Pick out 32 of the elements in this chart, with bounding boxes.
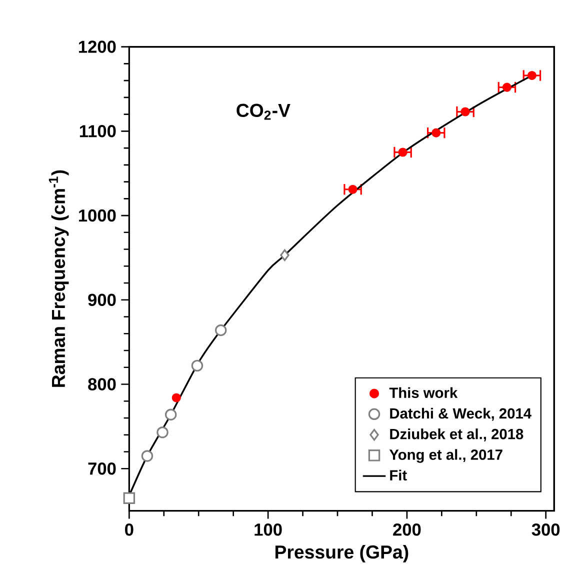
point <box>280 249 290 262</box>
point <box>460 107 470 116</box>
y-axis-title: Raman Frequency (cm$^{-1}$) <box>48 170 69 387</box>
legend-label: Dziubek et al., 2018 <box>390 428 524 442</box>
legend-label: Datchi & Weck, 2014 <box>390 408 532 421</box>
x-tick-label: 200 <box>393 523 421 536</box>
x-axis-title: Pressure (GPa) <box>275 544 408 562</box>
point <box>123 492 136 504</box>
point <box>398 148 408 157</box>
point <box>348 184 358 194</box>
point <box>172 393 181 402</box>
y-tick-label: 1100 <box>80 125 116 138</box>
x-tick-label: 300 <box>532 523 560 536</box>
y-tick-label: 1000 <box>78 209 116 222</box>
point <box>164 408 177 420</box>
point <box>527 70 536 80</box>
x-tick-label: 0 <box>125 523 134 536</box>
point <box>156 426 168 438</box>
annotation: CO$_{2}$-V <box>236 104 290 120</box>
point <box>191 360 204 372</box>
point <box>502 82 512 92</box>
y-tick-label: 900 <box>88 294 116 306</box>
point <box>432 128 441 138</box>
point <box>214 324 227 336</box>
y-tick-label: 1200 <box>78 40 116 53</box>
legend-label: Fit <box>390 470 407 480</box>
y-tick-label: 800 <box>88 378 116 390</box>
y-tick-label: 700 <box>88 462 116 475</box>
legend-label: This work <box>389 387 458 398</box>
x-tick-label: 100 <box>254 523 282 536</box>
legend-label: Yong et al., 2017 <box>389 449 502 463</box>
point <box>141 450 154 462</box>
